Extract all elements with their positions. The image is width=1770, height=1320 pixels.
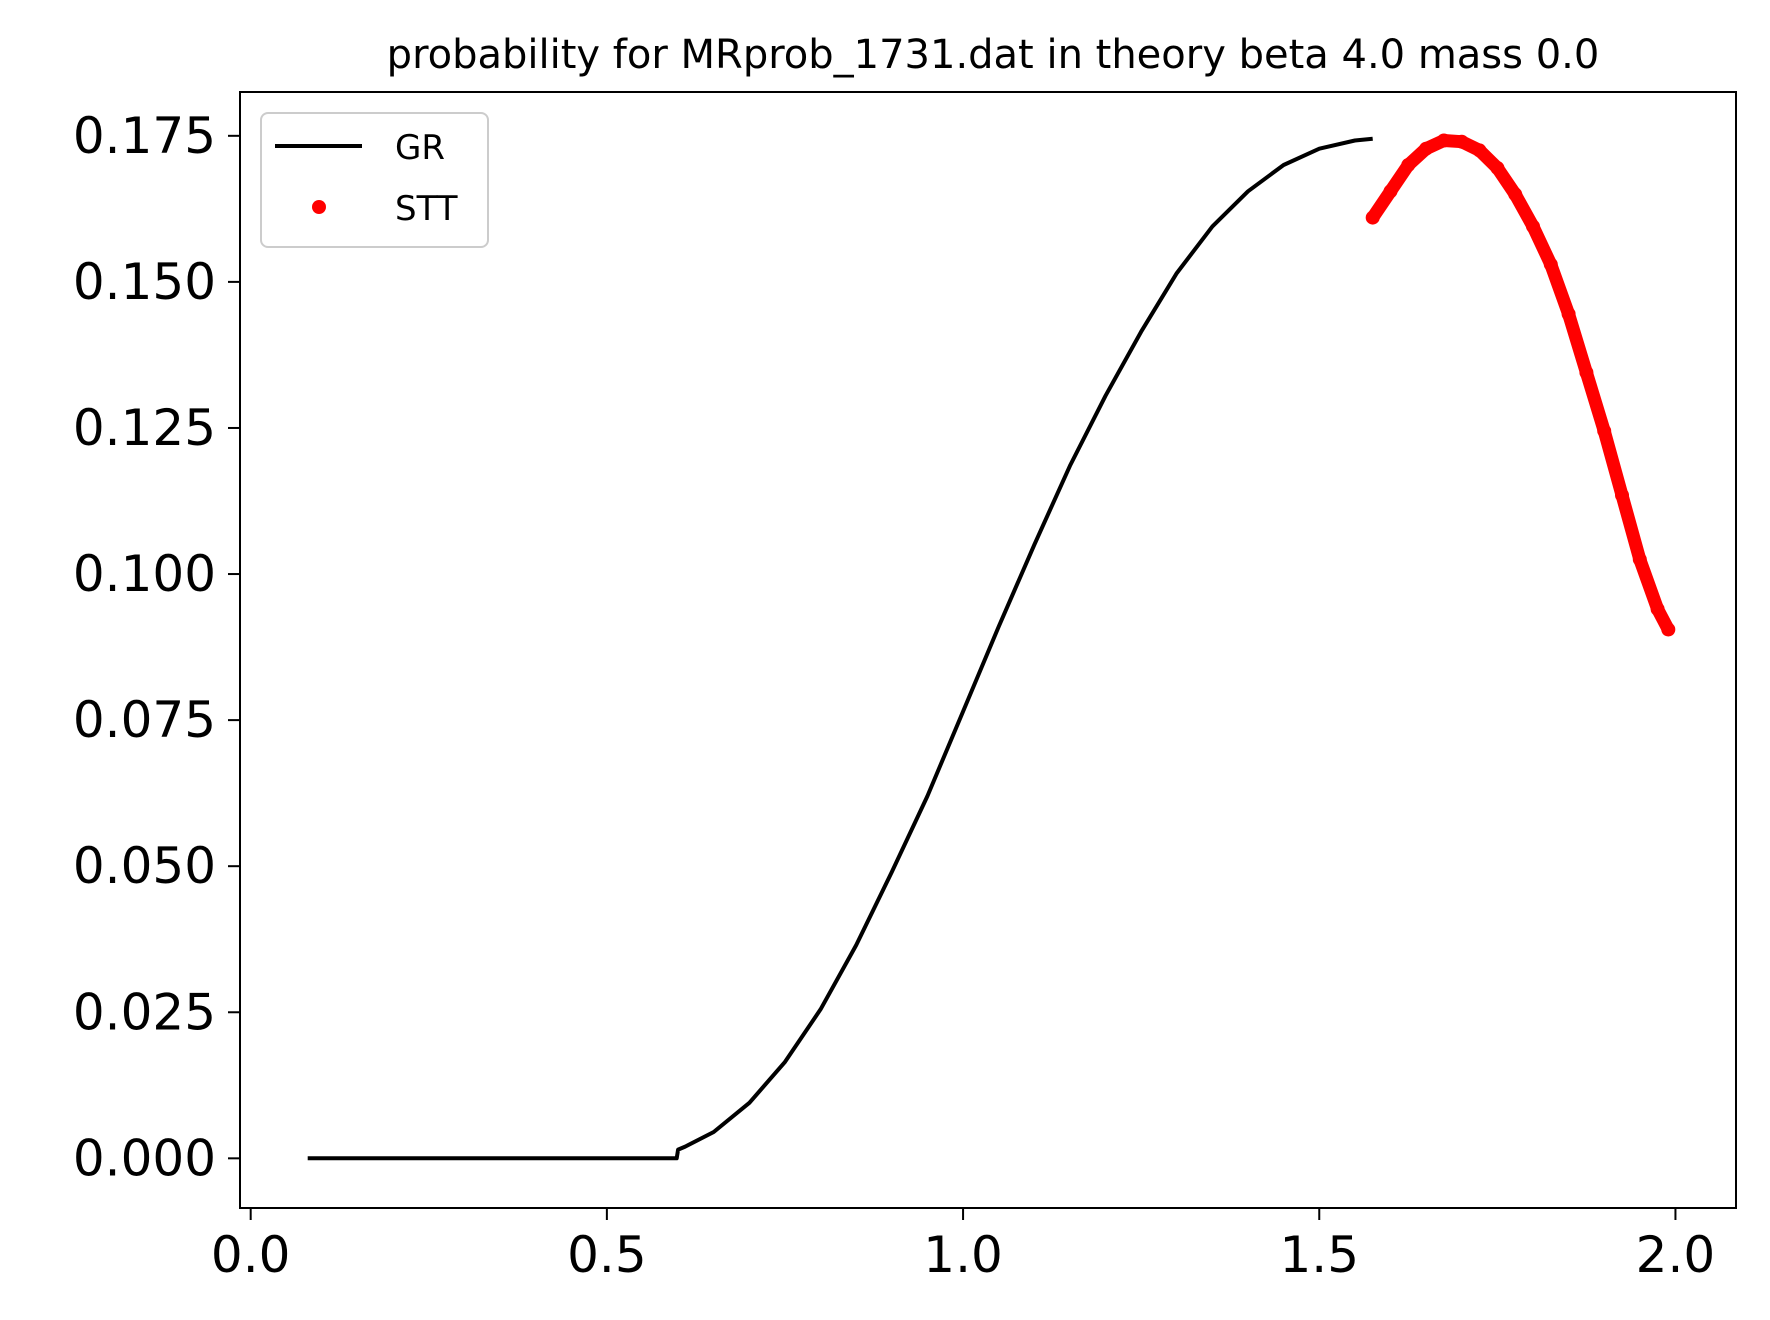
data-point-stt: [1454, 134, 1469, 149]
data-point-stt: [1526, 219, 1540, 234]
data-point-stt: [1597, 423, 1612, 438]
chart-title: probability for MRprob_1731.dat in theor…: [387, 32, 1600, 78]
series-line-gr: [307, 136, 1373, 1161]
data-point-stt: [1543, 257, 1558, 272]
plot-area: [307, 133, 1676, 1161]
data-point-stt: [1472, 143, 1487, 158]
data-point-stt: [1383, 184, 1398, 199]
x-tick-label: 1.0: [923, 1226, 1003, 1284]
axes: 0.0 0.5 1.0 1.5 2.0 0.000 0.025 0.050 0.075 0.100…: [73, 91, 1737, 1284]
data-point-stt: [1579, 365, 1594, 380]
data-point-stt: [1561, 307, 1576, 321]
data-point-stt: [1490, 161, 1505, 175]
data-point-stt: [1661, 622, 1676, 637]
data-point-stt: [1401, 158, 1416, 172]
data-point-stt: [1365, 210, 1380, 225]
x-tick-label: 0.5: [567, 1226, 647, 1284]
y-tick-label: 0.125: [73, 399, 216, 457]
data-point-stt: [1632, 552, 1647, 567]
y-tick-label: 0.025: [73, 983, 216, 1041]
data-point-stt: [1650, 602, 1665, 617]
x-tick-label: 0.0: [211, 1226, 291, 1284]
y-tick-label: 0.175: [73, 107, 216, 165]
data-point-stt: [1419, 141, 1434, 156]
y-tick-label: 0.050: [73, 837, 216, 895]
legend-label-gr: GR: [395, 128, 445, 168]
axes-frame: [239, 91, 1737, 1209]
legend-swatch-stt: [312, 200, 326, 214]
data-point-stt: [1436, 133, 1451, 148]
data-point-stt: [1508, 187, 1523, 202]
legend-label-stt: STT: [395, 189, 458, 229]
data-point-stt: [1615, 488, 1629, 503]
y-tick-label: 0.150: [73, 253, 216, 311]
y-tick-label: 0.000: [73, 1129, 216, 1187]
y-tick-label: 0.100: [73, 545, 216, 603]
x-tick-label: 1.5: [1279, 1226, 1359, 1284]
y-tick-label: 0.075: [73, 691, 216, 749]
x-tick-label: 2.0: [1636, 1226, 1716, 1284]
legend: GR STT: [260, 112, 489, 248]
